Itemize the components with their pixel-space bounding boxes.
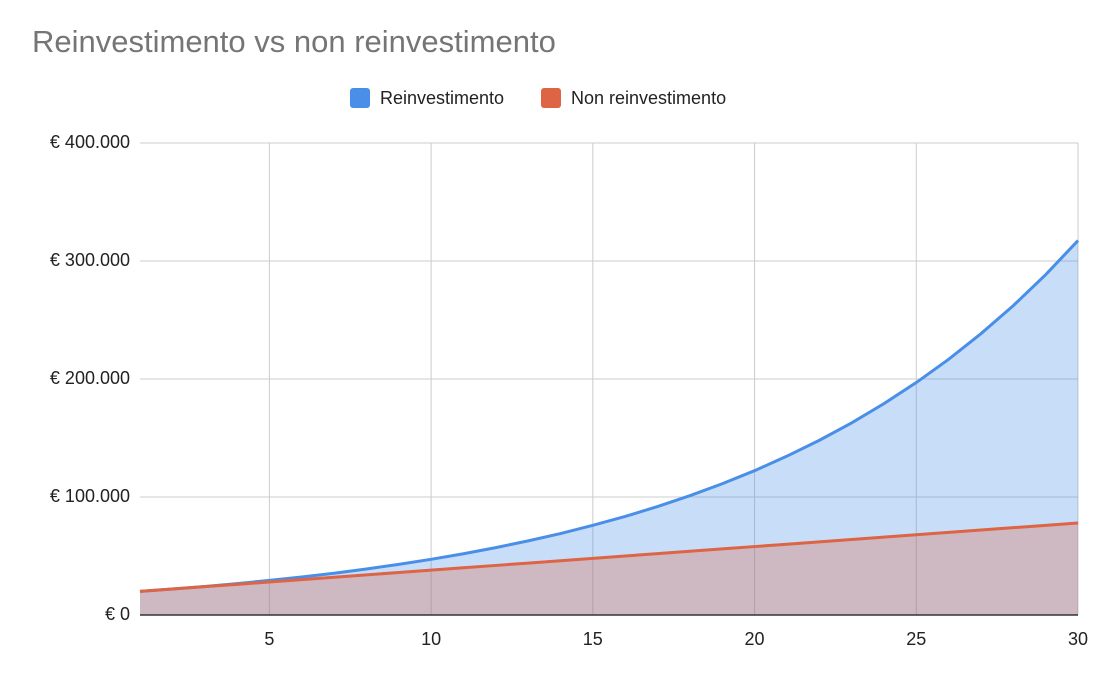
- legend-swatch: [350, 88, 370, 108]
- x-tick-label: 20: [745, 629, 765, 649]
- x-tick-label: 30: [1068, 629, 1088, 649]
- y-tick-label: € 0: [105, 604, 130, 624]
- area-fill: [140, 240, 1078, 615]
- y-tick-label: € 300.000: [50, 250, 130, 270]
- chart-title: Reinvestimento vs non reinvestimento: [32, 24, 556, 59]
- y-tick-label: € 200.000: [50, 368, 130, 388]
- legend-label: Reinvestimento: [380, 88, 504, 108]
- legend-swatch: [541, 88, 561, 108]
- x-tick-label: 25: [906, 629, 926, 649]
- y-tick-label: € 100.000: [50, 486, 130, 506]
- x-tick-label: 10: [421, 629, 441, 649]
- legend-label: Non reinvestimento: [571, 88, 726, 108]
- area-fill: [140, 522, 1078, 615]
- y-tick-label: € 400.000: [50, 132, 130, 152]
- x-tick-label: 15: [583, 629, 603, 649]
- series-line: [139, 521, 1079, 593]
- series-line: [139, 239, 1080, 593]
- x-tick-label: 5: [264, 629, 274, 649]
